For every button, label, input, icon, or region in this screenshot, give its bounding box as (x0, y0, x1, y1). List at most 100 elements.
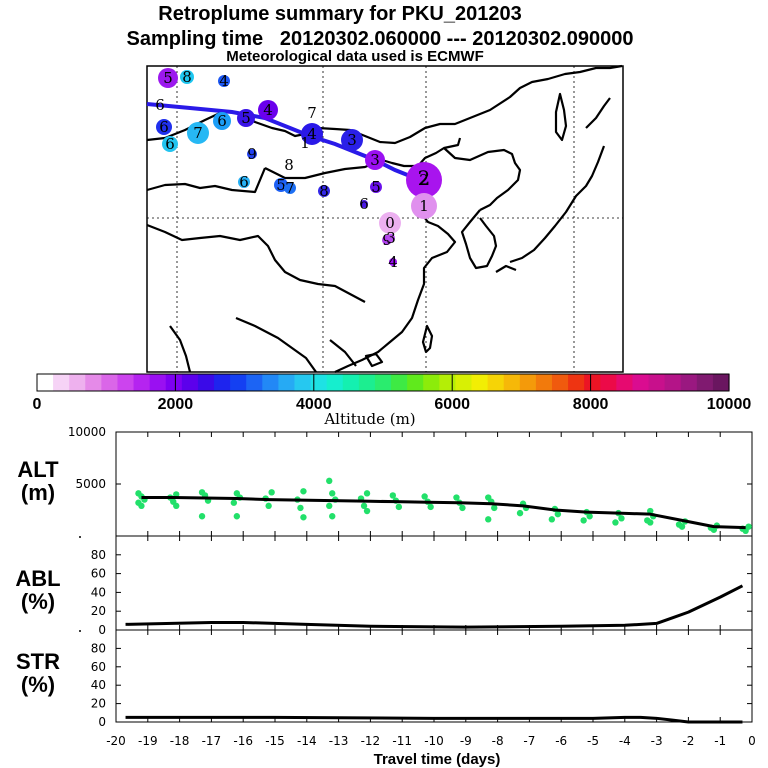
panel-origin-marker (79, 630, 81, 632)
colorbar-cell (439, 374, 457, 391)
map-gridlines (147, 66, 623, 372)
particle-point (265, 502, 272, 510)
colorbar-tick-label: 0 (33, 396, 42, 413)
plume-point-marker (180, 70, 194, 84)
colorbar-cell (149, 374, 167, 391)
x-tick-label: -14 (297, 734, 317, 748)
str-panel-units: (%) (21, 672, 55, 697)
plume-point: 4 (218, 72, 230, 90)
colorbar-cell (551, 374, 569, 391)
x-tick-label: -20 (106, 734, 126, 748)
plume-point: 6 (213, 112, 231, 130)
colorbar-cell (616, 374, 634, 391)
plume-point-label: 6 (359, 195, 369, 213)
particle-point (554, 510, 562, 518)
plume-point-label: 8 (319, 182, 329, 200)
meteo-note: Meteorological data used is ECMWF (226, 48, 484, 65)
plume-point: 7 (307, 104, 317, 122)
alt-panel-frame (115, 431, 753, 537)
plume-point-label: 1 (419, 197, 429, 215)
y-tick-label: 60 (91, 660, 106, 674)
plume-point-label: 5 (276, 176, 286, 194)
abl-series-line (125, 584, 744, 629)
time-series-panels: ALT (m) ABL (%) STR (%) 5000 10000 0 20 40 6… (15, 425, 755, 768)
y-tick-label: 60 (91, 567, 106, 581)
colorbar-cell (85, 374, 102, 391)
y-tick-label: 80 (91, 641, 106, 655)
plume-point-marker (238, 176, 250, 188)
x-tick-label: -11 (392, 734, 412, 748)
plume-point-label: 7 (193, 124, 203, 142)
plume-point: 2 (419, 171, 429, 189)
alt-chart: 5000 10000 (68, 425, 753, 536)
particle-point (326, 477, 333, 485)
str-panel-label: STR (16, 649, 60, 674)
plume-point-label: 4 (263, 101, 273, 119)
plume-point: 2 (406, 162, 442, 198)
plume-point-label: 4 (307, 125, 317, 143)
plume-point-label: 6 (155, 96, 165, 114)
plume-point-marker (187, 122, 209, 144)
particle-point (329, 490, 336, 497)
y-tick-label: 0 (98, 623, 106, 637)
particle-point (427, 503, 434, 511)
colorbar-cell (165, 374, 183, 391)
plume-point: 5 (370, 178, 382, 196)
plume-point-label: 6 (239, 173, 249, 191)
plume-point: 6 (238, 173, 250, 191)
colorbar-tick-label: 10000 (707, 396, 752, 413)
x-tick-label: -1 (714, 734, 726, 748)
plume-point: 8 (318, 182, 330, 200)
plume-point-label: 6 (159, 118, 169, 136)
particle-point (421, 493, 428, 500)
y-tick-label: 40 (91, 585, 106, 599)
plume-point-label: 3 (370, 151, 380, 169)
plume-point-marker (284, 182, 296, 194)
colorbar-cell (358, 374, 376, 391)
colorbar-cell (246, 374, 263, 391)
colorbar-cell (262, 374, 279, 391)
plume-point-marker (301, 123, 323, 145)
plume-point-marker (237, 109, 255, 127)
plume-point-label: 3 (386, 229, 396, 247)
colorbar-cell (310, 374, 328, 391)
particle-point (329, 513, 336, 520)
plume-point-marker (213, 112, 231, 130)
plume-point-marker (158, 68, 178, 88)
plume-point: 3 (386, 229, 396, 247)
colorbar-cell (101, 374, 119, 391)
plume-point-label: 2 (419, 171, 429, 189)
plume-point: 3 (341, 129, 363, 151)
colorbar-cell (117, 374, 135, 391)
x-tick-label: -4 (619, 734, 631, 748)
colorbar-cell (294, 374, 312, 391)
plume-point-marker (379, 212, 401, 234)
plume-point: 3 (365, 150, 385, 170)
colorbar-cell (664, 374, 682, 391)
particle-point (360, 502, 368, 510)
colorbar-cell (568, 374, 585, 391)
particle-point (268, 489, 275, 496)
plume-point-marker (389, 258, 397, 266)
particle-point (485, 516, 492, 523)
x-tick-label: -15 (265, 734, 285, 748)
plume-point-label: 8 (284, 156, 294, 174)
colorbar-cell (197, 374, 215, 391)
plume-point-marker (258, 100, 278, 120)
plume-point-label: 7 (307, 104, 317, 122)
str-panel-frame (115, 629, 753, 723)
plume-point-marker (387, 234, 395, 242)
colorbar-cell (407, 374, 424, 391)
colorbar-cell (37, 374, 54, 391)
particle-point (198, 513, 206, 520)
plume-point-marker (406, 162, 442, 198)
x-tick-label: -13 (329, 734, 349, 748)
colorbar-tick-label: 2000 (158, 396, 194, 413)
colorbar-cell (326, 374, 344, 391)
plume-point-label: 5 (241, 109, 251, 127)
particle-point (233, 513, 241, 520)
colorbar: 0 2000 4000 6000 8000 10000 Altitude (m) (33, 373, 752, 428)
y-tick-label: 10000 (68, 425, 106, 439)
